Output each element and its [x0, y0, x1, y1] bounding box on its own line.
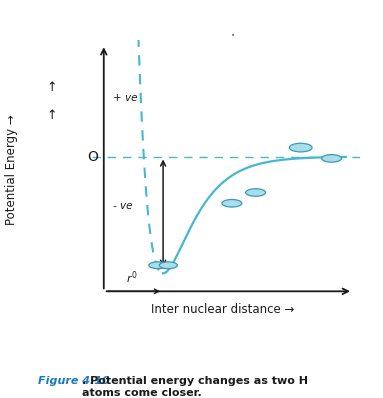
Circle shape [149, 262, 167, 269]
Text: Inter nuclear distance →: Inter nuclear distance → [151, 303, 294, 316]
Text: - ve: - ve [113, 201, 133, 211]
Text: $r^0$: $r^0$ [126, 269, 138, 286]
Text: O: O [87, 150, 98, 164]
Text: . Potential energy changes as two H
atoms come closer.: . Potential energy changes as two H atom… [82, 376, 308, 398]
Circle shape [246, 189, 265, 196]
Text: .: . [230, 21, 236, 40]
Text: Potential Energy →: Potential Energy → [5, 114, 18, 224]
Circle shape [289, 143, 312, 152]
Text: ↑: ↑ [46, 109, 57, 122]
Circle shape [322, 154, 342, 162]
Circle shape [222, 199, 242, 207]
Circle shape [159, 262, 177, 269]
Text: ↑: ↑ [46, 81, 57, 94]
Text: + ve: + ve [113, 93, 138, 103]
Text: Figure 4.10: Figure 4.10 [38, 376, 110, 386]
